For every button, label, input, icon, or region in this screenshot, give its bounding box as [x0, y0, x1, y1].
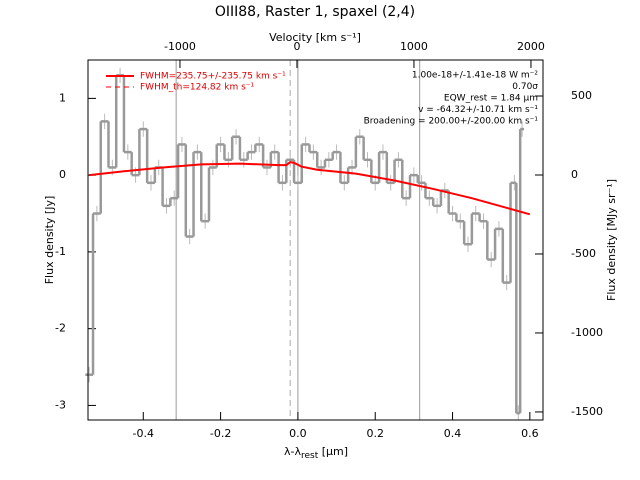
- annotation: 1.00e-18+/-1.41e-18 W m⁻²: [412, 71, 539, 81]
- x2-tick-label: -1000: [164, 40, 196, 53]
- step-connector: [91, 75, 522, 414]
- y-tick-label: 0: [59, 168, 66, 181]
- legend-label: FWHM_th=124.82 km s⁻¹: [140, 83, 255, 93]
- plot-frame: [87, 59, 544, 421]
- x-label-sub: rest: [301, 451, 319, 461]
- x-tick-label: -0.2: [210, 427, 231, 440]
- chart-title: OIII88, Raster 1, spaxel (2,4): [215, 4, 415, 20]
- annotation: Broadening = 200.00+/-200.00 km s⁻¹: [364, 117, 539, 127]
- x-tick-label: 0.4: [444, 427, 462, 440]
- x2-axis-label: Velocity [km s⁻¹]: [269, 31, 361, 44]
- x-tick-label: 0.0: [289, 427, 307, 440]
- x2-tick-label: 0: [293, 40, 300, 53]
- x-tick-label: 0.2: [366, 427, 384, 440]
- x-tick-label: 0.6: [521, 427, 539, 440]
- x2-tick-label: 2000: [517, 40, 545, 53]
- legend-label: FWHM=235.75+/-235.75 km s⁻¹: [140, 72, 286, 82]
- y-tick-label: -2: [55, 322, 66, 335]
- y2-tick-label: 0: [571, 168, 578, 181]
- y-tick-label: 1: [59, 91, 66, 104]
- x-label-unit: [µm]: [318, 445, 348, 458]
- y-tick-label: -3: [55, 398, 66, 411]
- annotation: 0.70σ: [512, 82, 538, 92]
- x-label-main: λ-λ: [284, 445, 301, 458]
- annotation: EQW_rest = 1.84 µm: [444, 94, 538, 104]
- y2-tick-label: -500: [571, 247, 596, 260]
- y2-tick-label: 500: [571, 89, 592, 102]
- y-axis-label: Flux density [Jy]: [43, 196, 56, 285]
- x2-tick-label: 1000: [400, 40, 428, 53]
- y2-tick-label: -1500: [571, 405, 603, 418]
- x-axis-label: λ-λrest [µm]: [284, 445, 348, 461]
- annotation: v = -64.32+/-10.71 km s⁻¹: [418, 105, 538, 115]
- fit-line: [89, 161, 531, 216]
- y-tick-label: -1: [55, 245, 66, 258]
- x-tick-label: -0.4: [133, 427, 154, 440]
- y2-axis-label: Flux density [MJy sr⁻¹]: [605, 179, 618, 301]
- y2-tick-label: -1000: [571, 326, 603, 339]
